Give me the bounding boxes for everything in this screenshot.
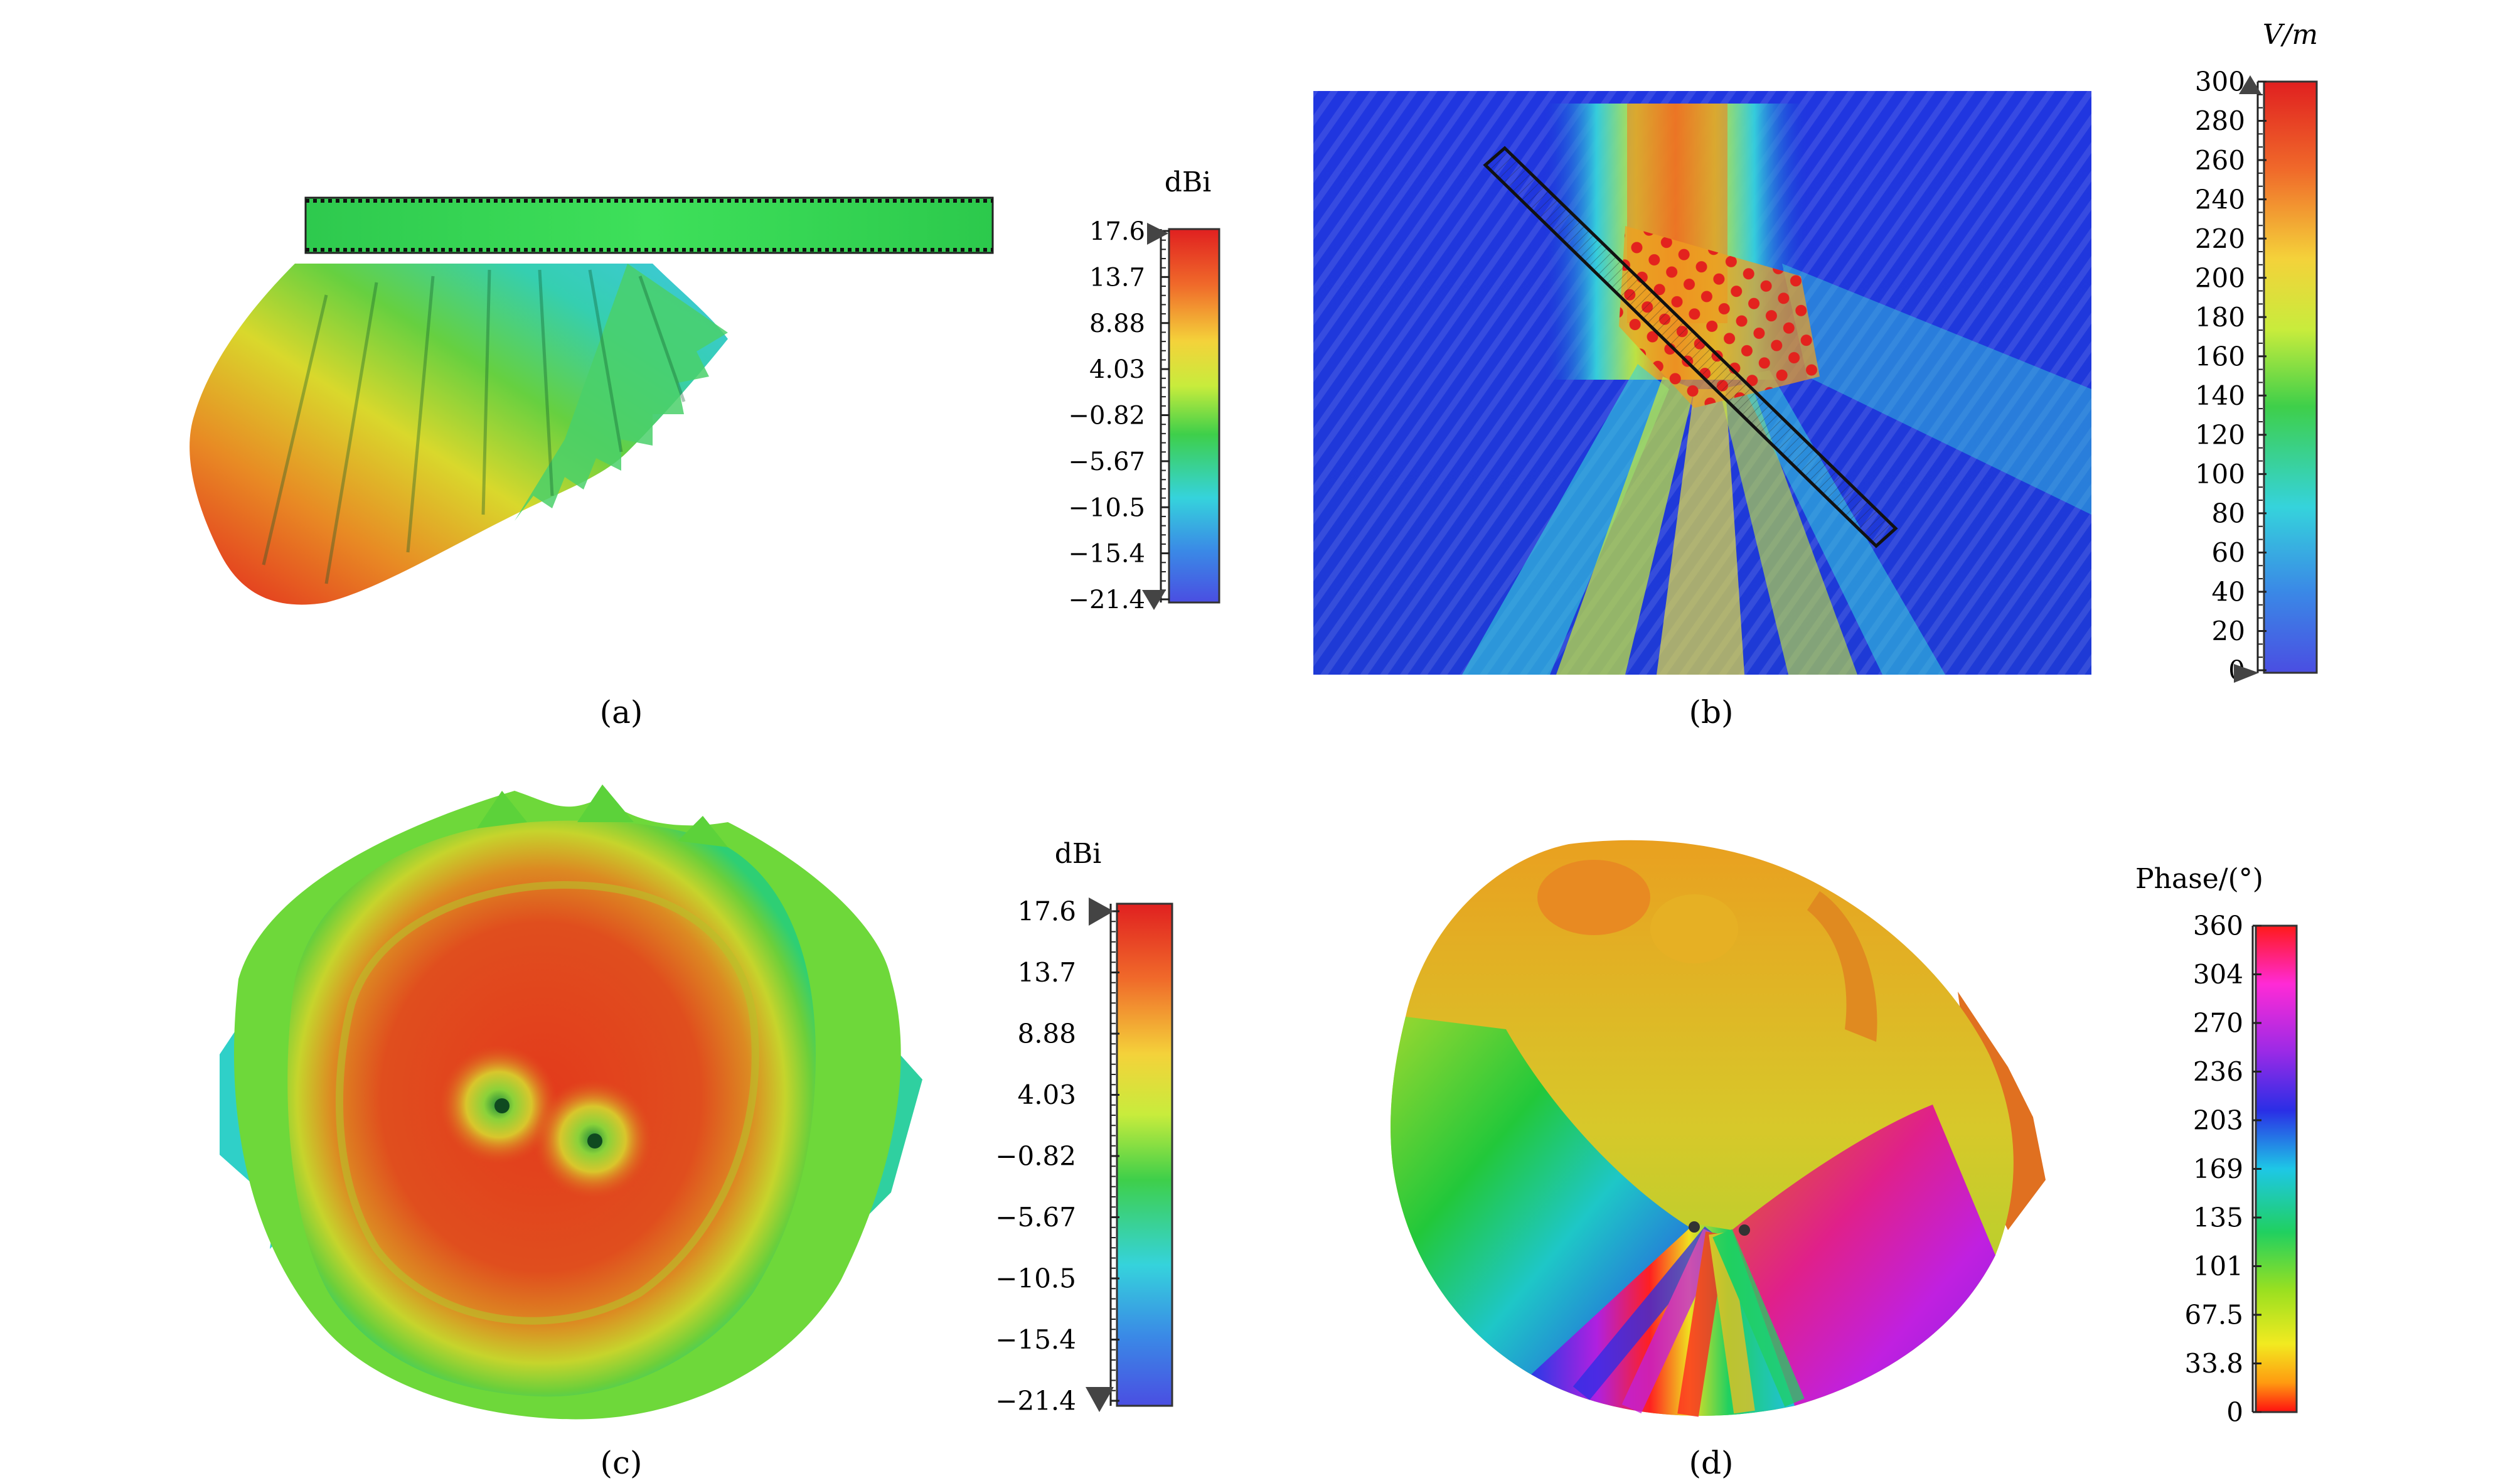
colorbar-tick-label: 236 [2193,1056,2243,1087]
colorbar-tick-label: −15.4 [995,1324,1076,1355]
colorbar-max-marker-icon [1147,223,1168,245]
colorbar-tick-label: −0.82 [1068,402,1145,431]
colorbar-tick-label: 4.03 [1017,1079,1076,1110]
colorbar-tick-label: 100 [2195,459,2245,490]
panel-b: V/m 300 280 260 240 220 200 180 160 140 120 100 80 6… [1313,19,2318,731]
panel-d-colorbar: Phase/(°) 360 304 270 236 203 169 135 101 67.5 33… [2135,863,2298,1428]
colorbar-tick-label: 4.03 [1089,355,1145,384]
panel-c: dBi 17.6 13.7 8.88 4.03 −0.82 −5.67 −10.5 −15.4… [220,784,1173,1481]
panel-a: dBi 17.6 13.7 8.88 4.03 −0.82 −5.67 −10.5 −15.4… [190,166,1220,731]
colorbar-tick-label: 67.5 [2184,1300,2243,1330]
colorbar-tick-label: 0 [2226,1397,2243,1428]
colorbar-tick-label: 270 [2193,1008,2243,1039]
colorbar-unit-label: dBi [1055,838,1102,870]
colorbar-gradient [1168,228,1220,604]
colorbar-tick-label: −10.5 [1068,493,1145,522]
panel-d-phase-pattern [1391,840,2046,1417]
colorbar-tick-label: 169 [2193,1154,2243,1184]
colorbar-tick-label: −5.67 [1068,447,1145,476]
colorbar-tick-label: 203 [2193,1105,2243,1136]
colorbar-ticks: 17.6 13.7 8.88 4.03 −0.82 −5.67 −10.5 −15.4 −21.… [995,896,1119,1416]
colorbar-tick-label: −5.67 [995,1202,1076,1233]
colorbar-tick-label: 180 [2195,302,2245,333]
panel-label: (a) [600,694,643,731]
colorbar-tick-label: 260 [2195,145,2245,176]
colorbar-tick-label: 160 [2195,341,2245,372]
colorbar-ticks: 17.6 13.7 8.88 4.03 −0.82 −5.67 −10.5 −15.4 −21.… [1068,217,1170,614]
colorbar-tick-label: 220 [2195,223,2245,254]
colorbar-min-marker-icon [2234,664,2259,683]
colorbar-tick-label: 120 [2195,420,2245,451]
panel-b-colorbar: V/m 300 280 260 240 220 200 180 160 140 120 100 80 6… [2195,19,2318,686]
panel-d: Phase/(°) 360 304 270 236 203 169 135 101 67.5 33… [1391,840,2298,1481]
colorbar-tick-label: 200 [2195,262,2245,293]
colorbar-tick-label: 140 [2195,380,2245,411]
colorbar-tick-label: 13.7 [1089,263,1145,292]
panel-label: (c) [600,1445,642,1481]
colorbar-gradient [2263,80,2318,674]
colorbar-min-marker-icon [1086,1387,1114,1412]
colorbar-tick-label: 60 [2212,537,2245,568]
colorbar-tick-label: −0.82 [995,1141,1076,1172]
colorbar-tick-label: 17.6 [1089,217,1145,246]
colorbar-tick-label: 33.8 [2184,1348,2243,1379]
panel-b-field-map [1313,91,2091,675]
colorbar-tick-label: −15.4 [1068,540,1145,569]
colorbar-tick-label: −21.4 [1068,586,1145,614]
colorbar-gradient [1116,902,1173,1407]
colorbar-tick-label: 20 [2212,616,2245,646]
colorbar-tick-label: 8.88 [1017,1019,1076,1049]
colorbar-ticks: 300 280 260 240 220 200 180 160 140 120 100 80 60 40 2… [2195,67,2266,686]
colorbar-tick-label: 300 [2195,67,2245,97]
colorbar-tick-label: 13.7 [1017,957,1076,988]
panel-a-radiation-pattern [190,196,994,605]
colorbar-tick-label: 240 [2195,184,2245,215]
colorbar-tick-label: 360 [2193,911,2243,941]
colorbar-tick-label: 80 [2212,498,2245,529]
panel-c-radiation-pattern [220,784,922,1420]
panel-label: (d) [1689,1445,1733,1481]
panel-a-colorbar: dBi 17.6 13.7 8.88 4.03 −0.82 −5.67 −10.5 −15.4… [1068,166,1220,614]
colorbar-tick-label: 17.6 [1017,896,1076,927]
colorbar-tick-label: −21.4 [995,1386,1076,1416]
colorbar-tick-label: 304 [2193,959,2243,990]
colorbar-max-marker-icon [1089,897,1114,926]
panel-label: (b) [1689,694,1733,731]
colorbar-gradient [2255,924,2298,1413]
panel-c-colorbar: dBi 17.6 13.7 8.88 4.03 −0.82 −5.67 −10.5 −15.4… [995,838,1173,1416]
colorbar-tick-label: 8.88 [1089,309,1145,338]
colorbar-tick-label: 40 [2212,577,2245,608]
colorbar-max-marker-icon [2239,75,2261,94]
colorbar-unit-label: V/m [2263,19,2318,51]
colorbar-tick-label: 280 [2195,105,2245,136]
colorbar-tick-label: 101 [2193,1251,2243,1282]
colorbar-unit-label: Phase/(°) [2135,863,2263,895]
colorbar-ticks: 360 304 270 236 203 169 135 101 67.5 33.8 0 [2184,911,2261,1428]
colorbar-unit-label: dBi [1165,166,1212,198]
metasurface-slab [1483,146,1898,549]
colorbar-min-marker-icon [1142,590,1166,610]
colorbar-tick-label: −10.5 [995,1263,1076,1294]
colorbar-tick-label: 135 [2193,1202,2243,1233]
